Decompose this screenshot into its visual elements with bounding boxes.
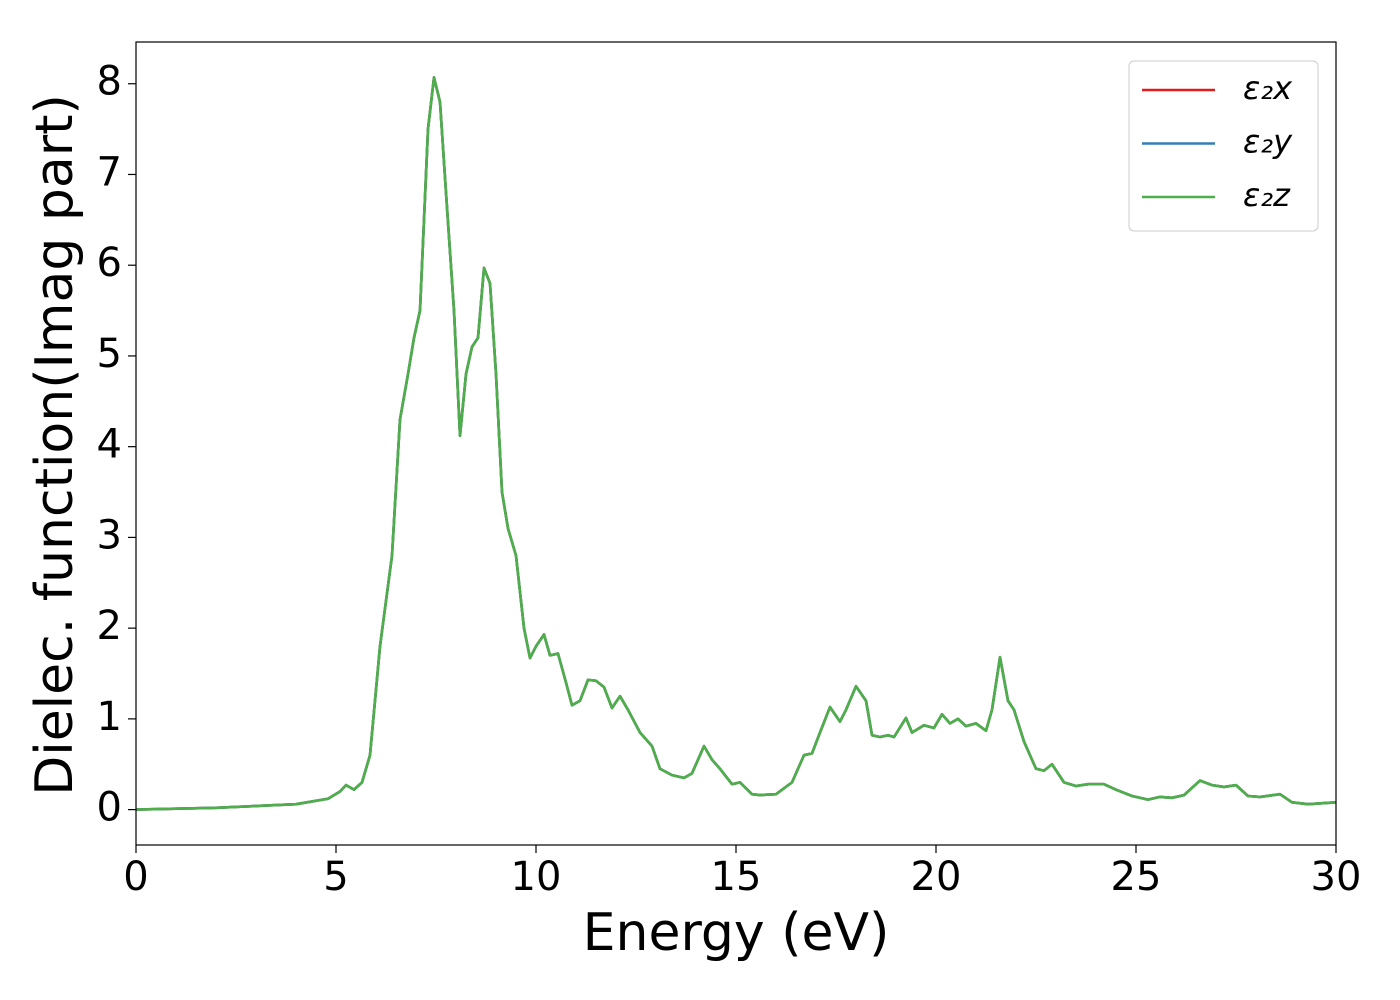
y-tick-label: 6: [97, 240, 122, 286]
y-tick-label: 0: [97, 785, 122, 831]
y-tick-label: 2: [97, 603, 122, 649]
series-line: [136, 76, 1336, 811]
x-tick-label: 5: [323, 854, 348, 900]
x-tick-label: 25: [1111, 854, 1162, 900]
x-tick-label: 20: [911, 854, 962, 900]
x-tick-label: 10: [511, 854, 562, 900]
y-tick-label: 1: [97, 694, 122, 740]
y-axis-label: Dielec. function(Imag part): [25, 94, 85, 796]
legend-label: ε₂x: [1243, 69, 1293, 107]
y-tick-label: 8: [97, 59, 122, 105]
x-tick-label: 15: [711, 854, 762, 900]
x-tick-label: 30: [1311, 854, 1362, 900]
legend-label: ε₂y: [1243, 123, 1293, 161]
y-tick-label: 4: [97, 422, 122, 468]
plot-frame: [135, 41, 1337, 846]
y-tick-label: 5: [97, 331, 122, 377]
x-axis-label: Energy (eV): [583, 903, 890, 963]
legend-box: [1128, 60, 1319, 232]
y-tick-label: 3: [97, 512, 122, 558]
y-tick-label: 7: [97, 149, 122, 195]
legend-label: ε₂z: [1243, 176, 1291, 214]
x-tick-label: 0: [123, 854, 148, 900]
